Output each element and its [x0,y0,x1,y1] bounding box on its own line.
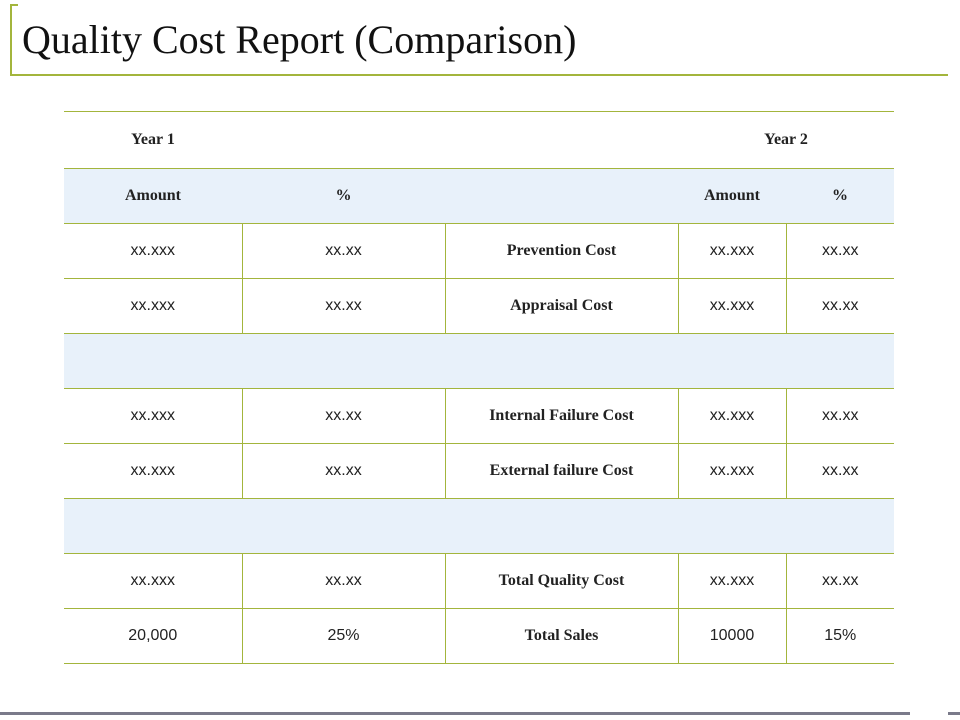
column-header-row: Amount % Amount % [64,168,895,224]
row-label: Total Quality Cost [445,553,679,609]
year1-amount-cell: xx.xxx [64,553,243,609]
row-label: Total Sales [445,608,679,664]
year2-amount-cell: xx.xxx [678,278,787,334]
year2-percent-cell: xx.xx [786,553,895,609]
blank-cell [242,111,445,169]
title-frame [10,4,948,76]
year2-percent-cell: xx.xx [786,278,895,334]
spacer-cell [64,498,895,554]
title-frame-tick [10,4,18,6]
year2-header: Year 2 [678,111,895,169]
year1-amount-cell: xx.xxx [64,223,243,279]
year1-amount-cell: xx.xxx [64,443,243,499]
spacer-row [64,498,895,554]
year2-percent-cell: 15% [786,608,895,664]
year1-percent-cell: xx.xx [242,278,446,334]
year2-percent-header: % [786,168,895,224]
year1-percent-cell: xx.xx [242,388,446,444]
year-header-row: Year 1 Year 2 [64,111,895,169]
year2-amount-header: Amount [678,168,786,224]
year1-percent-cell: xx.xx [242,443,446,499]
year2-amount-cell: xx.xxx [678,388,787,444]
row-label: Prevention Cost [445,223,679,279]
year2-amount-cell: 10000 [678,608,787,664]
table-row: xx.xxx xx.xx Appraisal Cost xx.xxx xx.xx [64,278,895,334]
year1-amount-header: Amount [64,168,242,224]
table-row: xx.xxx xx.xx Prevention Cost xx.xxx xx.x… [64,223,895,279]
year1-percent-cell: xx.xx [242,223,446,279]
year1-percent-header: % [242,168,445,224]
table-row: 20,000 25% Total Sales 10000 15% [64,608,895,664]
blank-cell [445,168,678,224]
table-row: xx.xxx xx.xx External failure Cost xx.xx… [64,443,895,499]
page-title: Quality Cost Report (Comparison) [22,17,577,62]
year2-percent-cell: xx.xx [786,388,895,444]
blank-cell [445,111,678,169]
footer-rule-stub [948,712,960,715]
table-row: xx.xxx xx.xx Total Quality Cost xx.xxx x… [64,553,895,609]
year2-amount-cell: xx.xxx [678,443,787,499]
year2-percent-cell: xx.xx [786,443,895,499]
year1-percent-cell: xx.xx [242,553,446,609]
year1-header: Year 1 [64,111,242,169]
row-label: Internal Failure Cost [445,388,679,444]
quality-cost-table: Year 1 Year 2 Amount % Amount % xx.xxx x… [64,111,895,664]
year1-amount-cell: 20,000 [64,608,243,664]
year2-amount-cell: xx.xxx [678,553,787,609]
year1-amount-cell: xx.xxx [64,278,243,334]
table-row: xx.xxx xx.xx Internal Failure Cost xx.xx… [64,388,895,444]
year1-percent-cell: 25% [242,608,446,664]
year2-amount-cell: xx.xxx [678,223,787,279]
spacer-cell [64,333,895,389]
row-label: External failure Cost [445,443,679,499]
spacer-row [64,333,895,389]
year1-amount-cell: xx.xxx [64,388,243,444]
footer-rule [0,712,910,715]
year2-percent-cell: xx.xx [786,223,895,279]
row-label: Appraisal Cost [445,278,679,334]
